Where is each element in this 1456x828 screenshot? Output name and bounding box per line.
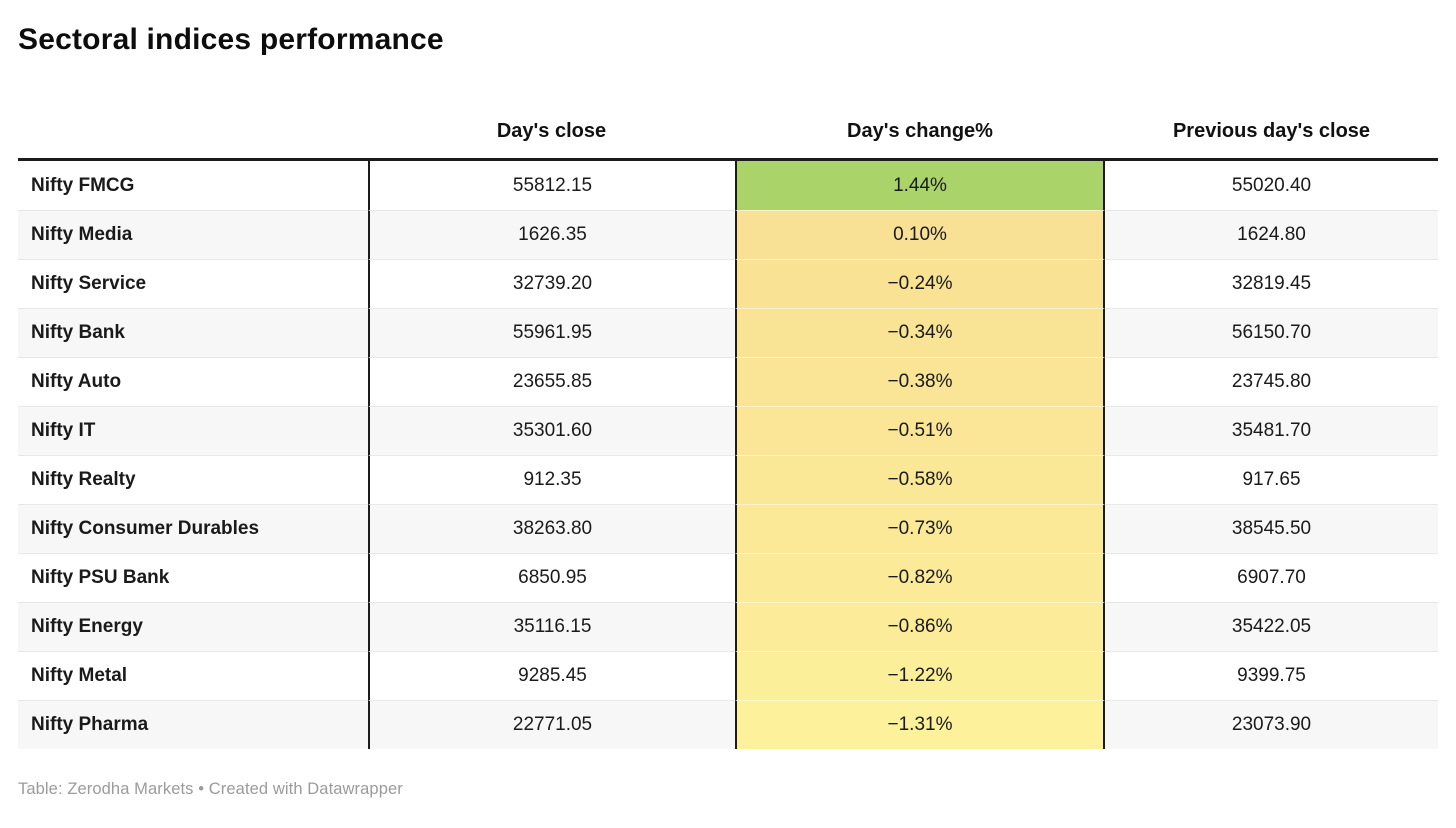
- table-row: Nifty Consumer Durables 38263.80 −0.73% …: [18, 504, 1438, 553]
- days-close-cell: 32739.20: [368, 259, 735, 308]
- table-row: Nifty Auto 23655.85 −0.38% 23745.80: [18, 357, 1438, 406]
- days-close-cell: 9285.45: [368, 651, 735, 700]
- days-change-cell: −0.73%: [735, 504, 1105, 553]
- days-change-cell: −0.82%: [735, 553, 1105, 602]
- table-row: Nifty Realty 912.35 −0.58% 917.65: [18, 455, 1438, 504]
- prev-close-cell: 38545.50: [1105, 504, 1438, 553]
- row-label: Nifty Media: [18, 210, 368, 259]
- days-close-cell: 1626.35: [368, 210, 735, 259]
- table-row: Nifty FMCG 55812.15 1.44% 55020.40: [18, 161, 1438, 210]
- row-label: Nifty IT: [18, 406, 368, 455]
- days-close-cell: 6850.95: [368, 553, 735, 602]
- prev-close-cell: 917.65: [1105, 455, 1438, 504]
- row-label: Nifty Service: [18, 259, 368, 308]
- prev-close-cell: 9399.75: [1105, 651, 1438, 700]
- table-body: Nifty FMCG 55812.15 1.44% 55020.40 Nifty…: [18, 158, 1438, 749]
- days-change-cell: −0.86%: [735, 602, 1105, 651]
- days-change-cell: −1.31%: [735, 700, 1105, 749]
- table-row: Nifty PSU Bank 6850.95 −0.82% 6907.70: [18, 553, 1438, 602]
- prev-close-cell: 55020.40: [1231, 174, 1312, 196]
- days-close-cell: 35116.15: [368, 602, 735, 651]
- prev-close-cell: 32819.45: [1105, 259, 1438, 308]
- days-change-cell: −0.51%: [735, 406, 1105, 455]
- days-close-cell: 22771.05: [368, 700, 735, 749]
- table-header-row: Day's close Day's change% Previous day's…: [18, 58, 1438, 158]
- days-change-cell: −1.22%: [735, 651, 1105, 700]
- table-row: Nifty Metal 9285.45 −1.22% 9399.75: [18, 651, 1438, 700]
- prev-close-cell: 6907.70: [1105, 553, 1438, 602]
- column-header-days-close: Day's close: [496, 120, 607, 142]
- days-close-cell: 55961.95: [368, 308, 735, 357]
- days-close-cell: 38263.80: [368, 504, 735, 553]
- days-close-cell: 23655.85: [368, 357, 735, 406]
- prev-close-cell: 35422.05: [1105, 602, 1438, 651]
- days-change-cell: 0.10%: [735, 210, 1105, 259]
- prev-close-cell: 1624.80: [1105, 210, 1438, 259]
- row-label: Nifty Bank: [18, 308, 368, 357]
- table-row: Nifty Bank 55961.95 −0.34% 56150.70: [18, 308, 1438, 357]
- row-label: Nifty Consumer Durables: [18, 504, 368, 553]
- row-label: Nifty Pharma: [18, 700, 368, 749]
- row-label: Nifty Realty: [18, 455, 368, 504]
- footer-credit: Table: Zerodha Markets • Created with Da…: [18, 780, 403, 798]
- table-row: Nifty Pharma 22771.05 −1.31% 23073.90: [18, 700, 1438, 749]
- row-label: Nifty Metal: [18, 651, 368, 700]
- table-row: Nifty Service 32739.20 −0.24% 32819.45: [18, 259, 1438, 308]
- row-label: Nifty FMCG: [31, 174, 135, 196]
- table-row: Nifty Media 1626.35 0.10% 1624.80: [18, 210, 1438, 259]
- days-close-cell: 55812.15: [368, 161, 735, 210]
- prev-close-cell: 23073.90: [1105, 700, 1438, 749]
- column-header-previous-close: Previous day's close: [1172, 120, 1371, 142]
- days-close-cell: 912.35: [368, 455, 735, 504]
- days-change-cell: 1.44%: [735, 161, 1105, 210]
- prev-close-cell: 23745.80: [1105, 357, 1438, 406]
- column-header-days-change: Day's change%: [847, 120, 993, 142]
- table-row: Nifty Energy 35116.15 −0.86% 35422.05: [18, 602, 1438, 651]
- page-title: Sectoral indices performance: [18, 23, 444, 56]
- days-change-cell: −0.38%: [735, 357, 1105, 406]
- prev-close-cell: 56150.70: [1105, 308, 1438, 357]
- days-change-cell: −0.34%: [735, 308, 1105, 357]
- sectoral-indices-table: Day's close Day's change% Previous day's…: [18, 58, 1438, 749]
- prev-close-cell: 35481.70: [1105, 406, 1438, 455]
- row-label: Nifty Auto: [18, 357, 368, 406]
- days-close-cell: 35301.60: [368, 406, 735, 455]
- days-change-cell: −0.24%: [735, 259, 1105, 308]
- row-label: Nifty PSU Bank: [18, 553, 368, 602]
- days-change-cell: −0.58%: [735, 455, 1105, 504]
- row-label: Nifty Energy: [18, 602, 368, 651]
- table-row: Nifty IT 35301.60 −0.51% 35481.70: [18, 406, 1438, 455]
